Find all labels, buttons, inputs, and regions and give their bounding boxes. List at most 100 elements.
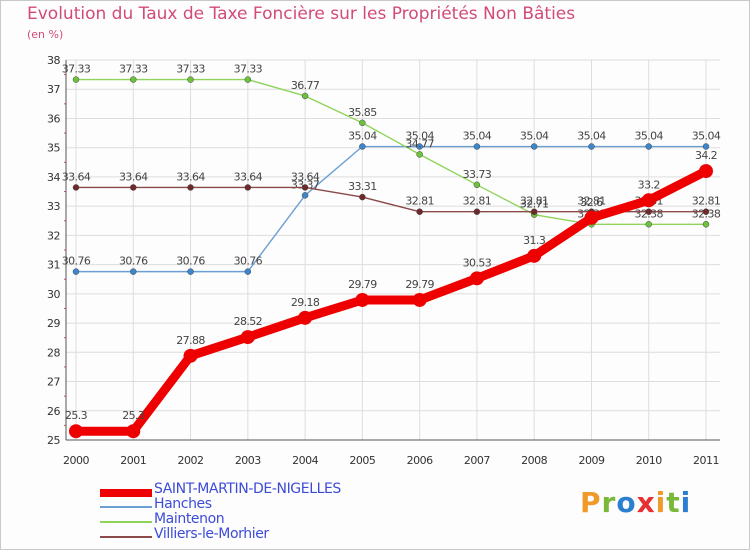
data-label: 34.77 [405,137,434,150]
x-tick-label: 2008 [521,454,547,467]
data-label: 32.6 [580,196,603,209]
data-point [412,292,427,307]
data-label: 29.79 [405,278,434,291]
data-point [187,184,194,191]
data-point [530,143,538,150]
data-label: 30.76 [62,255,91,268]
data-point [641,193,656,208]
y-tick-label: 26 [47,405,60,418]
data-label: 35.85 [348,106,377,119]
data-point [130,184,137,191]
legend-swatch [100,506,152,508]
data-label: 30.76 [119,255,148,268]
data-point [645,143,652,150]
data-point [187,76,194,83]
data-point [69,424,83,439]
series-line-saint-martin-de-nigelles [71,166,711,436]
legend-swatch [100,489,152,497]
data-label: 34.2 [695,149,717,162]
legend-swatch [100,536,152,538]
x-tick-label: 2003 [235,454,261,467]
data-label: 35.04 [634,130,663,143]
logo-letter: P [580,486,602,519]
x-tick-label: 2000 [63,454,89,467]
y-tick-label: 34 [47,171,60,184]
x-tick-label: 2004 [292,454,318,467]
data-point [416,143,423,150]
data-label: 30.76 [234,255,263,268]
data-point [355,292,370,307]
data-label: 25.3 [122,409,145,422]
unit-label: (en %) [27,28,64,41]
data-label: 32.81 [520,195,549,208]
y-tick-label: 38 [47,54,60,67]
data-label: 35.04 [692,130,721,143]
legend-label: Villiers-le-Morhier [154,526,269,542]
data-label: 37.33 [62,63,91,76]
logo-letter: o [616,486,637,519]
x-tick-label: 2011 [693,454,719,467]
y-tick-label: 27 [47,376,60,389]
data-point [645,208,652,215]
data-label: 33.64 [62,170,91,183]
data-point [588,143,595,150]
data-label: 35.04 [348,130,377,143]
data-label: 37.33 [234,63,263,76]
data-label: 27.88 [176,334,205,347]
logo-letter: r [601,486,617,519]
data-label: 35.04 [405,130,434,143]
data-point [359,119,366,127]
data-label: 33.64 [176,170,205,183]
data-point [72,184,80,191]
data-point [473,208,481,215]
data-point [527,248,542,263]
logo-letter: i [680,486,692,519]
data-point [130,268,137,275]
y-tick-label: 29 [47,317,60,330]
data-point [469,271,484,286]
chart-title: Evolution du Taux de Taxe Foncière sur l… [27,4,576,24]
y-tick-label: 37 [47,83,60,96]
data-point [416,208,423,215]
legend-label: Maintenon [154,511,225,527]
x-tick-label: 2007 [464,454,490,467]
data-label: 30.53 [463,256,492,269]
logo-letter: i [655,486,667,519]
data-point [702,143,710,150]
data-label: 33.73 [463,168,492,181]
data-point [645,221,652,228]
data-point [359,143,366,150]
data-label: 29.79 [348,278,377,291]
data-label: 25.3 [65,409,88,422]
data-point [72,76,80,83]
data-label: 32.81 [692,195,721,208]
series-line-maintenon [75,78,707,225]
data-point [699,164,713,179]
data-point [301,92,309,100]
x-tick-label: 2009 [578,454,604,467]
x-tick-label: 2001 [120,454,146,467]
logo-letter: x [636,486,656,519]
data-point [244,184,252,191]
data-point [359,193,366,201]
data-label: 30.76 [176,255,205,268]
data-point [72,268,80,275]
data-point [473,181,481,189]
x-tick-label: 2005 [349,454,375,467]
data-label: 33.64 [234,170,263,183]
data-label: 32.81 [577,195,606,208]
data-point [530,208,538,215]
data-label: 32.71 [520,198,549,211]
data-label: 36.77 [291,79,320,92]
y-tick-label: 30 [47,288,60,301]
x-tick-label: 2002 [178,454,204,467]
data-point [130,76,137,83]
data-point [416,151,423,158]
data-label: 35.04 [520,130,549,143]
series-line-hanches [75,145,707,273]
data-point [301,192,309,199]
data-point [702,221,710,228]
data-label: 33.2 [638,178,660,191]
